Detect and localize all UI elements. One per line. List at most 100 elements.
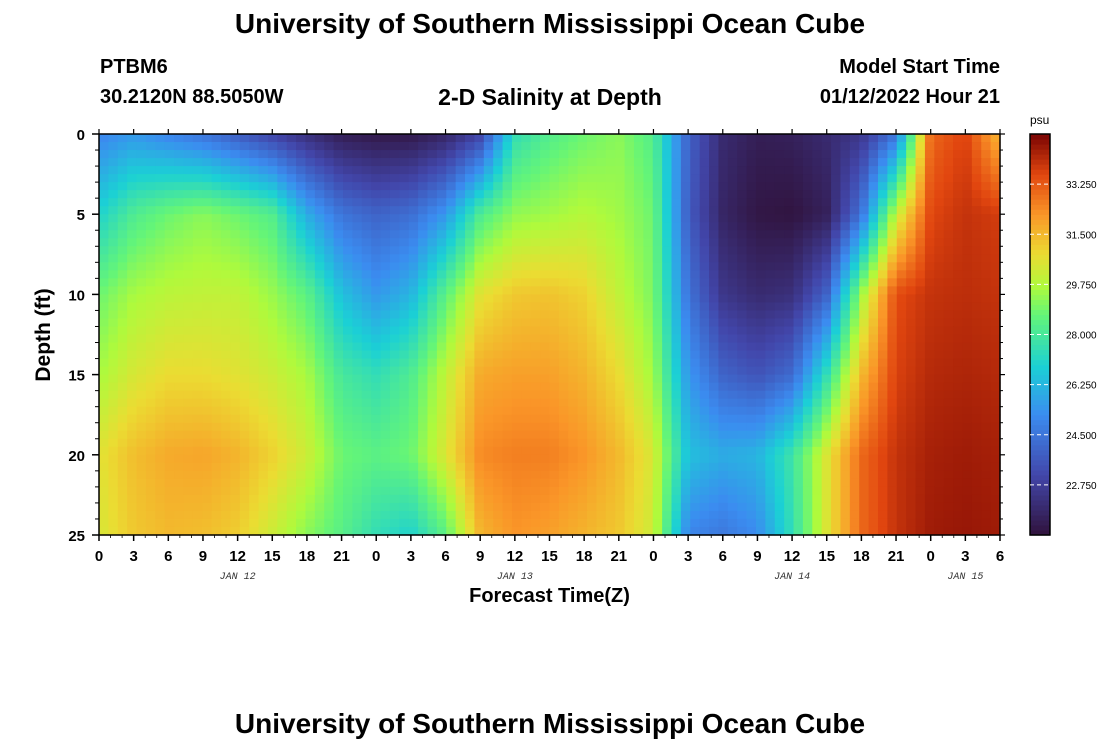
heatmap-cell — [596, 398, 607, 408]
heatmap-cell — [971, 342, 982, 352]
heatmap-cell — [117, 382, 128, 392]
heatmap-cell — [943, 262, 954, 271]
heatmap-cell — [755, 342, 766, 352]
heatmap-cell — [596, 454, 607, 464]
heatmap-cell — [812, 134, 823, 143]
heatmap-cell — [192, 310, 203, 320]
heatmap-cell — [671, 334, 682, 344]
heatmap-cell — [962, 502, 973, 512]
heatmap-cell — [530, 398, 541, 408]
heatmap-cell — [802, 286, 813, 295]
heatmap-cell — [324, 198, 335, 207]
heatmap-cell — [455, 270, 466, 279]
heatmap-cell — [136, 454, 147, 464]
heatmap-cell — [192, 174, 203, 183]
heatmap-cell — [840, 502, 851, 512]
heatmap-cell — [633, 382, 644, 392]
heatmap-cell — [765, 166, 776, 175]
heatmap-cell — [155, 214, 166, 223]
heatmap-cell — [361, 174, 372, 183]
heatmap-cell — [671, 310, 682, 320]
heatmap-cell — [765, 142, 776, 151]
heatmap-cell — [558, 382, 569, 392]
heatmap-cell — [971, 374, 982, 384]
heatmap-cell — [662, 510, 673, 520]
heatmap-cell — [596, 486, 607, 496]
heatmap-cell — [333, 134, 344, 143]
heatmap-cell — [183, 462, 194, 472]
heatmap-cell — [831, 438, 842, 448]
heatmap-cell — [831, 526, 842, 536]
heatmap-cell — [840, 230, 851, 239]
heatmap-cell — [502, 286, 513, 295]
heatmap-cell — [774, 230, 785, 239]
heatmap-cell — [990, 342, 1001, 352]
heatmap-cell — [671, 190, 682, 199]
heatmap-cell — [277, 486, 288, 496]
heatmap-cell — [117, 198, 128, 207]
heatmap-cell — [455, 446, 466, 456]
heatmap-cell — [436, 366, 447, 376]
heatmap-cell — [605, 254, 616, 263]
heatmap-cell — [502, 438, 513, 448]
heatmap-cell — [962, 294, 973, 304]
heatmap-cell — [521, 414, 532, 424]
heatmap-cell — [493, 166, 504, 175]
heatmap-cell — [174, 438, 185, 448]
heatmap-cell — [389, 374, 400, 384]
heatmap-cell — [896, 150, 907, 159]
heatmap-cell — [971, 454, 982, 464]
heatmap-cell — [493, 286, 504, 295]
heatmap-cell — [108, 350, 119, 360]
heatmap-cell — [577, 246, 588, 255]
heatmap-cell — [502, 518, 513, 528]
heatmap-cell — [192, 150, 203, 159]
heatmap-cell — [296, 374, 307, 384]
heatmap-cell — [558, 374, 569, 384]
heatmap-cell — [934, 470, 945, 480]
heatmap-cell — [859, 526, 870, 536]
heatmap-cell — [418, 310, 429, 320]
heatmap-cell — [99, 502, 109, 512]
heatmap-cell — [605, 318, 616, 328]
heatmap-cell — [605, 158, 616, 167]
heatmap-cell — [127, 350, 138, 360]
heatmap-cell — [314, 294, 325, 304]
heatmap-cell — [136, 510, 147, 520]
heatmap-cell — [202, 166, 213, 175]
heatmap-cell — [540, 454, 551, 464]
heatmap-cell — [990, 406, 1001, 416]
heatmap-cell — [239, 478, 250, 488]
heatmap-cell — [211, 302, 222, 312]
heatmap-cell — [465, 350, 476, 360]
heatmap-cell — [662, 342, 673, 352]
heatmap-cell — [521, 438, 532, 448]
heatmap-cell — [267, 366, 278, 376]
heatmap-cell — [249, 342, 260, 352]
heatmap-cell — [493, 478, 504, 488]
heatmap-cell — [511, 142, 522, 151]
heatmap-cell — [436, 150, 447, 159]
heatmap-cell — [352, 494, 363, 504]
heatmap-cell — [784, 310, 795, 320]
heatmap-cell — [896, 502, 907, 512]
heatmap-cell — [202, 150, 213, 159]
heatmap-cell — [924, 486, 935, 496]
heatmap-cell — [953, 342, 964, 352]
heatmap-cell — [117, 134, 128, 143]
heatmap-cell — [605, 222, 616, 231]
heatmap-cell — [136, 390, 147, 400]
heatmap-cell — [465, 278, 476, 287]
heatmap-cell — [727, 454, 738, 464]
heatmap-cell — [465, 150, 476, 159]
heatmap-cell — [915, 462, 926, 472]
heatmap-cell — [343, 134, 354, 143]
heatmap-cell — [849, 510, 860, 520]
x-tick-label: 3 — [684, 548, 692, 565]
heatmap-cell — [286, 382, 297, 392]
heatmap-cell — [690, 446, 701, 456]
heatmap-cell — [145, 342, 156, 352]
heatmap-cell — [267, 190, 278, 199]
heatmap-cell — [662, 182, 673, 191]
heatmap-cell — [877, 230, 888, 239]
